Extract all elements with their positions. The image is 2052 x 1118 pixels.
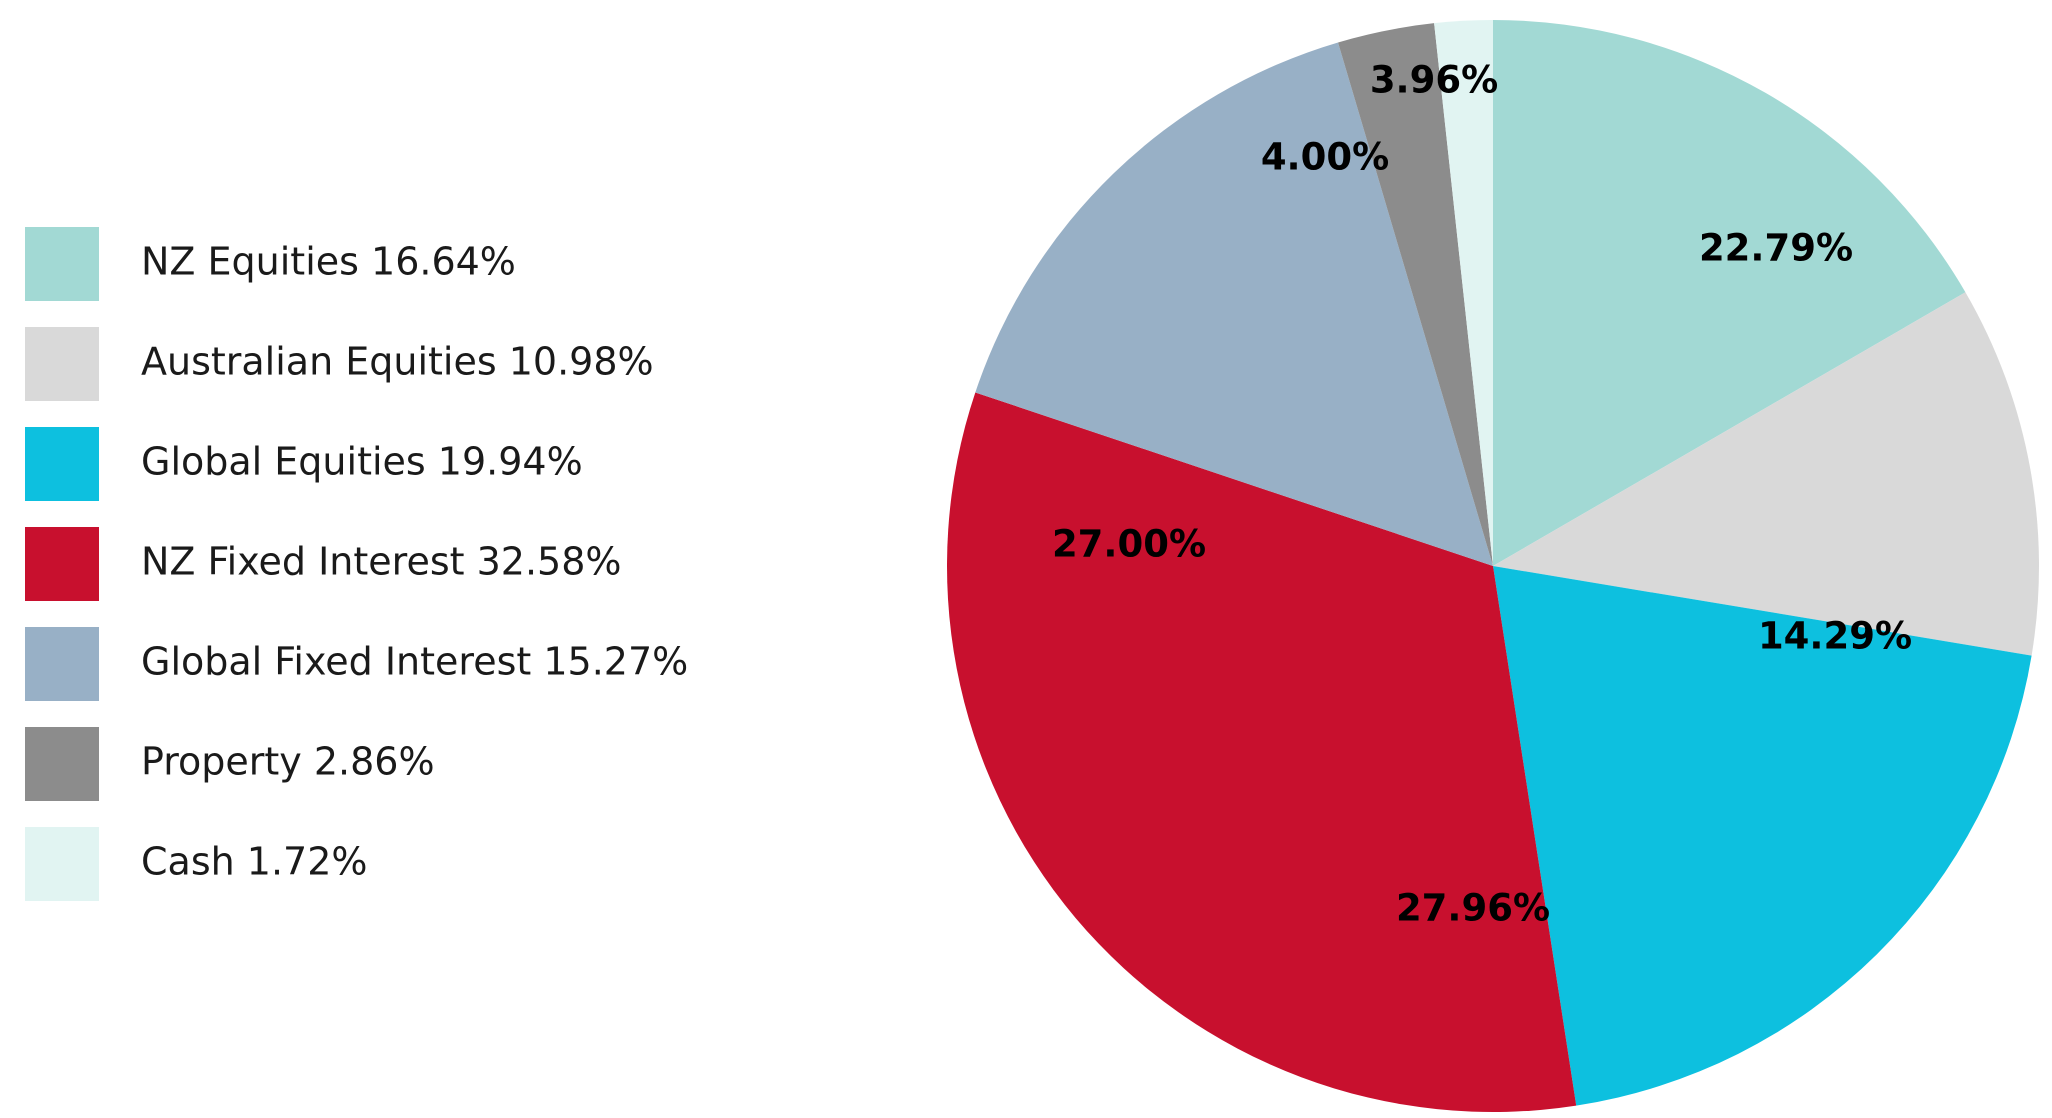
pie-slice: [1338, 23, 1493, 567]
slice-annotation: 27.00%: [1052, 523, 1206, 566]
legend-label: Property 2.86%: [141, 740, 435, 784]
legend-swatch: [25, 227, 99, 301]
slice-annotation: 27.96%: [1396, 887, 1550, 930]
legend-swatch: [25, 827, 99, 901]
pie-slice: [1434, 20, 1493, 566]
pie-slice: [1493, 20, 1966, 566]
legend-swatch: [25, 627, 99, 701]
legend-swatch: [25, 427, 99, 501]
slice-annotation: 22.79%: [1699, 227, 1853, 270]
legend-label: NZ Fixed Interest 32.58%: [141, 540, 622, 584]
slice-annotation: 4.00%: [1261, 136, 1389, 179]
legend-swatch: [25, 727, 99, 801]
pie-slice: [975, 42, 1493, 566]
legend-swatch: [25, 527, 99, 601]
legend-label: Global Equities 19.94%: [141, 440, 583, 484]
legend-label: Global Fixed Interest 15.27%: [141, 640, 688, 684]
slice-annotation: 14.29%: [1758, 615, 1912, 658]
legend-label: Australian Equities 10.98%: [141, 340, 654, 384]
legend-label: Cash 1.72%: [141, 840, 368, 884]
legend-swatch: [25, 327, 99, 401]
slice-annotation: 3.96%: [1370, 59, 1498, 102]
pie-slice: [947, 392, 1577, 1112]
pie-slice: [1493, 292, 2039, 656]
pie-slice: [1493, 566, 2032, 1106]
legend-label: NZ Equities 16.64%: [141, 240, 516, 284]
